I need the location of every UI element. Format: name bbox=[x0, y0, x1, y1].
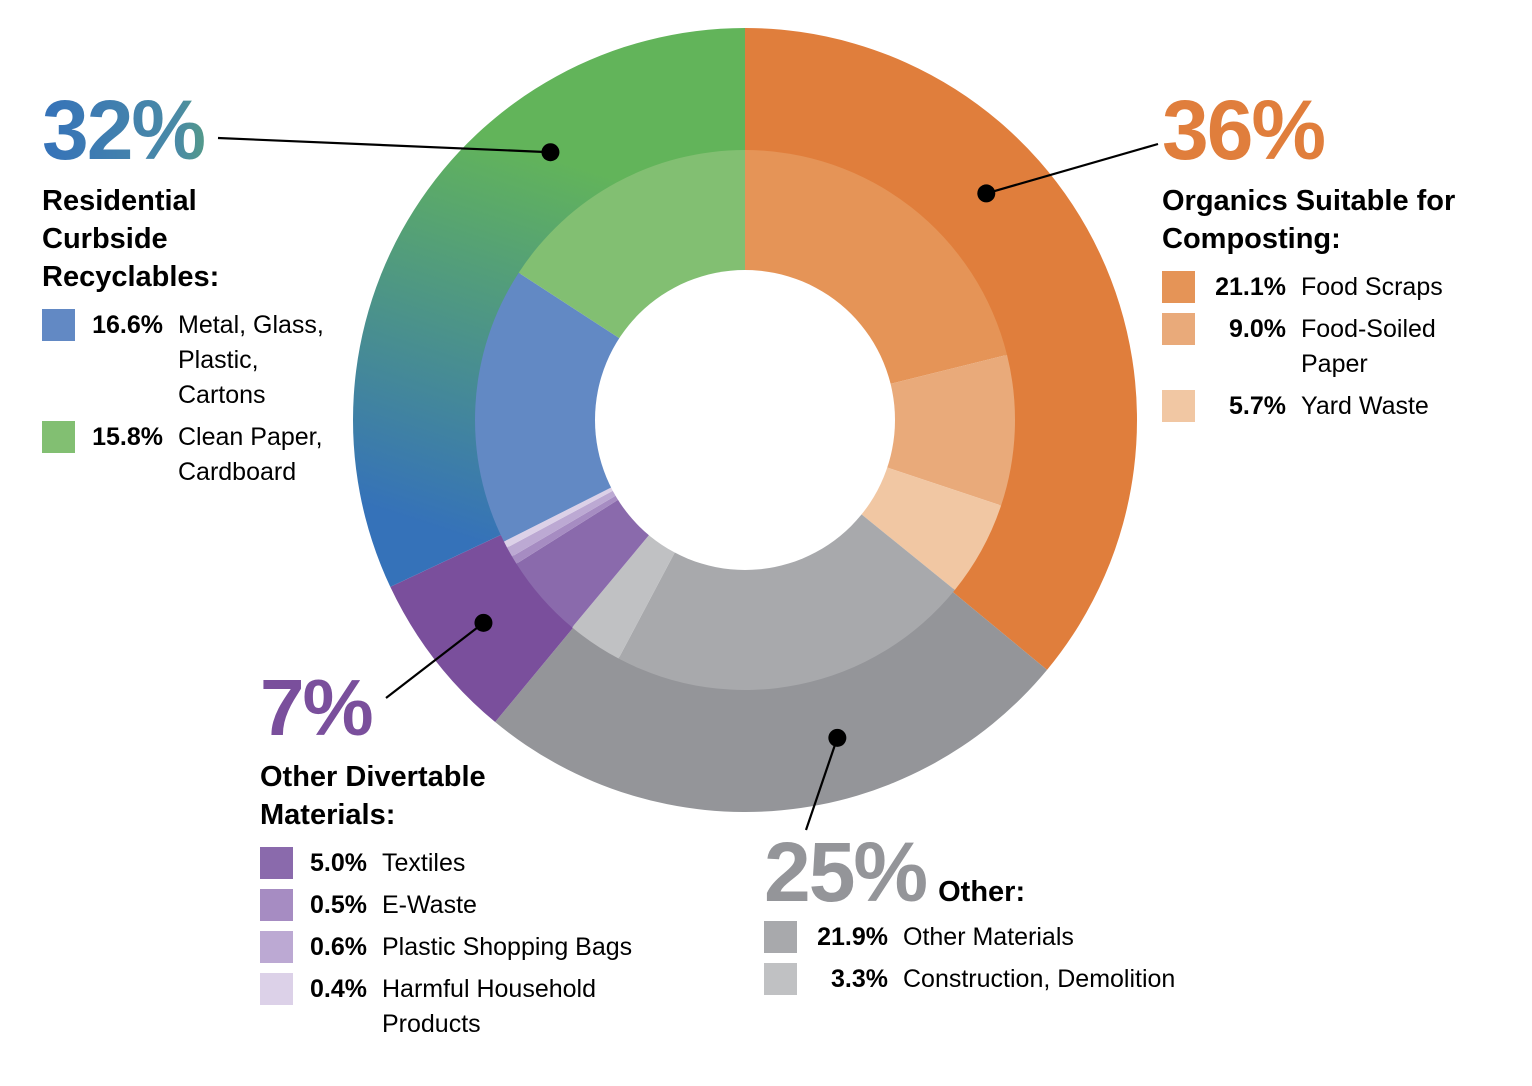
legend-item: 3.3% Construction, Demolition bbox=[764, 962, 1244, 997]
legend-swatch bbox=[1162, 390, 1195, 422]
legend-label: Plastic Shopping Bags bbox=[382, 933, 633, 961]
callout-line-organics bbox=[985, 142, 1159, 195]
legend-item: 15.8% Clean Paper, Cardboard bbox=[42, 420, 342, 490]
inner-slice-organics-2 bbox=[860, 466, 1002, 590]
divertable-percent: 7% bbox=[260, 663, 374, 752]
legend-swatch bbox=[1162, 313, 1195, 345]
legend-label: Construction, Demolition bbox=[903, 965, 1176, 993]
legend-item: 21.1% Food Scraps bbox=[1162, 270, 1492, 305]
inner-slice-organics-0 bbox=[745, 150, 1008, 385]
legend-percent: 21.1% bbox=[1215, 273, 1286, 301]
divertable-heading: Other Divertable Materials: bbox=[260, 761, 486, 831]
callout-line-residential bbox=[217, 136, 551, 154]
callouts bbox=[217, 136, 1159, 831]
legend-percent: 5.0% bbox=[310, 849, 367, 877]
callout-line-divertable bbox=[385, 622, 485, 699]
inner-slice-divertable-0 bbox=[516, 498, 651, 628]
inner-slice-residential-1 bbox=[518, 150, 745, 340]
group-other: 25% Other: 21.9% Other Materials 3.3% Con… bbox=[764, 830, 1244, 1004]
legend-percent: 0.5% bbox=[310, 891, 367, 919]
divertable-legend: 5.0% Textiles 0.5% E-Waste 0.6% Plastic … bbox=[260, 846, 680, 1042]
legend-swatch bbox=[1162, 271, 1195, 303]
organics-legend: 21.1% Food Scraps 9.0% Food-Soiled Paper… bbox=[1162, 270, 1492, 424]
organics-heading: Organics Suitable for Composting: bbox=[1162, 185, 1456, 255]
legend-item: 21.9% Other Materials bbox=[764, 920, 1244, 955]
group-organics: 36% Organics Suitable for Composting: 21… bbox=[1162, 88, 1492, 431]
callout-dot-residential bbox=[541, 143, 560, 162]
legend-swatch bbox=[260, 973, 293, 1005]
legend-swatch bbox=[764, 963, 797, 995]
inner-slice-divertable-1 bbox=[512, 494, 620, 564]
legend-label: Other Materials bbox=[903, 923, 1074, 951]
legend-item: 9.0% Food-Soiled Paper bbox=[1162, 312, 1492, 382]
legend-swatch bbox=[764, 921, 797, 953]
legend-percent: 0.4% bbox=[310, 975, 367, 1003]
legend-percent: 15.8% bbox=[92, 423, 163, 451]
residential-heading: Residential Curbside Recyclables: bbox=[42, 185, 220, 293]
legend-label: Food Scraps bbox=[1301, 273, 1443, 301]
legend-label: Yard Waste bbox=[1301, 392, 1429, 420]
organics-percent: 36% bbox=[1162, 83, 1326, 177]
outer-slice-other bbox=[495, 590, 1048, 812]
other-title-row: 25% Other: bbox=[764, 830, 1244, 914]
callout-dot-other bbox=[828, 728, 847, 747]
legend-item: 0.5% E-Waste bbox=[260, 888, 680, 923]
legend-item: 16.6% Metal, Glass, Plastic, Cartons bbox=[42, 308, 342, 413]
legend-percent: 16.6% bbox=[92, 311, 163, 339]
residential-percent: 32% bbox=[42, 88, 342, 172]
legend-swatch bbox=[42, 309, 75, 341]
legend-percent: 21.9% bbox=[817, 923, 888, 951]
inner-slice-divertable-2 bbox=[507, 489, 618, 557]
inner-slice-organics-1 bbox=[885, 354, 1015, 506]
callout-dot-divertable bbox=[474, 613, 493, 632]
legend-label: Metal, Glass, Plastic, Cartons bbox=[178, 311, 324, 409]
callout-line-other bbox=[804, 737, 839, 831]
legend-label: Clean Paper, Cardboard bbox=[178, 423, 323, 486]
donut-hole bbox=[595, 270, 895, 570]
legend-percent: 0.6% bbox=[310, 933, 367, 961]
inner-slice-other-1 bbox=[572, 533, 676, 659]
legend-swatch bbox=[42, 421, 75, 453]
inner-slice-residential-0 bbox=[475, 272, 621, 542]
legend-label: E-Waste bbox=[382, 891, 477, 919]
legend-swatch bbox=[260, 889, 293, 921]
other-heading: Other: bbox=[938, 876, 1026, 908]
residential-legend: 16.6% Metal, Glass, Plastic, Cartons 15.… bbox=[42, 308, 342, 490]
legend-percent: 9.0% bbox=[1229, 315, 1286, 343]
legend-item: 0.4% Harmful Household Products bbox=[260, 972, 680, 1042]
inner-slice-divertable-3 bbox=[503, 486, 615, 548]
group-residential: 32% Residential Curbside Recyclables: 16… bbox=[42, 88, 342, 497]
legend-label: Harmful Household Products bbox=[382, 975, 596, 1038]
outer-slice-residential bbox=[352, 28, 745, 587]
group-divertable: 7% Other Divertable Materials: 5.0% Text… bbox=[260, 668, 680, 1049]
legend-swatch bbox=[260, 931, 293, 963]
legend-item: 0.6% Plastic Shopping Bags bbox=[260, 930, 680, 965]
legend-item: 5.0% Textiles bbox=[260, 846, 680, 881]
outer-slice-organics bbox=[745, 28, 1137, 670]
legend-swatch bbox=[260, 847, 293, 879]
legend-item: 5.7% Yard Waste bbox=[1162, 389, 1492, 424]
inner-ring bbox=[475, 150, 1015, 690]
legend-percent: 3.3% bbox=[831, 965, 888, 993]
legend-label: Textiles bbox=[382, 849, 466, 877]
legend-label: Food-Soiled Paper bbox=[1301, 315, 1436, 378]
legend-percent: 5.7% bbox=[1229, 392, 1286, 420]
callout-dot-organics bbox=[977, 184, 996, 203]
inner-slice-other-0 bbox=[618, 513, 955, 690]
other-legend: 21.9% Other Materials 3.3% Construction,… bbox=[764, 920, 1244, 997]
other-percent: 25% bbox=[764, 825, 928, 919]
